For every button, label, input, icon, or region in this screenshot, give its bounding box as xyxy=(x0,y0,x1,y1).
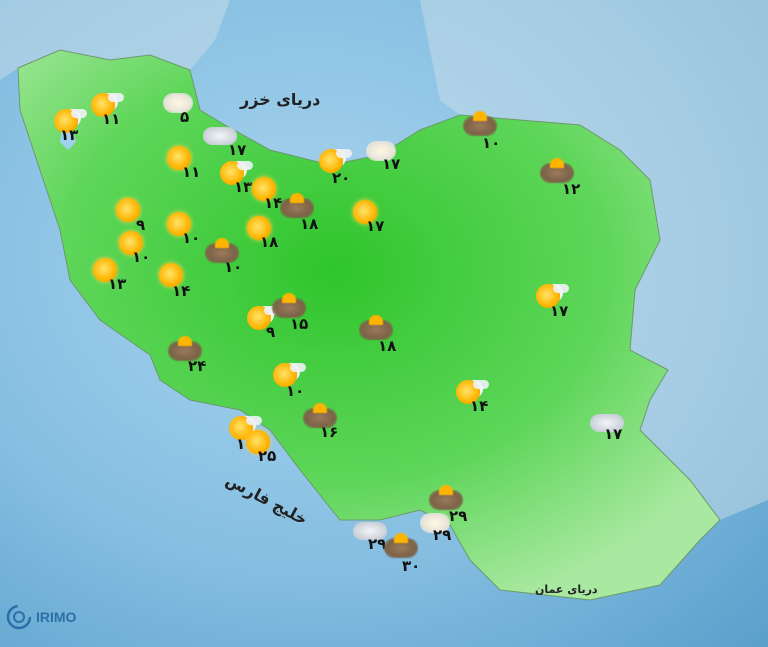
irimo-logo-icon xyxy=(6,604,32,630)
dust-weather-icon xyxy=(540,158,574,183)
sun-weather-icon xyxy=(116,198,140,222)
temperature-label: ۱۰ xyxy=(182,229,201,247)
temperature-label: ۱۰ xyxy=(224,258,243,276)
dust-weather-icon xyxy=(359,315,393,340)
temperature-label: ۱۲ xyxy=(562,180,581,198)
dust-weather-icon xyxy=(280,193,314,218)
sun-cloud-weather-icon xyxy=(220,161,253,185)
temperature-label: ۲۹ xyxy=(368,535,387,553)
temperature-label: ۲۴ xyxy=(188,357,207,375)
temperature-label: ۱۸ xyxy=(300,215,319,233)
temperature-label: ۱۱ xyxy=(182,163,201,181)
dust-weather-icon xyxy=(463,111,497,136)
temperature-label: ۲۵ xyxy=(258,447,277,465)
sun-cloud-weather-icon xyxy=(91,93,124,117)
temperature-label: ۲۹ xyxy=(433,526,452,544)
cloud-weather-icon xyxy=(590,414,624,432)
temperature-label: ۱۴ xyxy=(470,397,489,415)
neighbor-land xyxy=(0,0,230,80)
sun-weather-icon xyxy=(167,146,191,170)
temperature-label: ۱۸ xyxy=(260,233,279,251)
temperature-label: ۱۱ xyxy=(102,110,121,128)
temperature-label: ۱۰ xyxy=(132,248,151,266)
temperature-label: ۱۸ xyxy=(378,337,397,355)
irimo-logo-text: IRIMO xyxy=(36,609,77,625)
dust-weather-icon xyxy=(384,533,418,558)
cloud-weather-icon xyxy=(203,127,237,145)
temperature-label: ۲۹ xyxy=(449,507,468,525)
lake-urmia xyxy=(60,128,76,150)
sun-cloud-weather-icon xyxy=(54,109,87,133)
oman-sea-label: دریای عمان xyxy=(535,583,598,596)
temperature-label: ۱۳ xyxy=(234,178,253,196)
cloud-weather-icon xyxy=(353,522,387,540)
cloud-light-weather-icon xyxy=(163,93,193,113)
sun-weather-icon xyxy=(93,258,117,282)
sun-cloud-weather-icon xyxy=(319,149,352,173)
sun-weather-icon xyxy=(119,231,143,255)
temperature-label: ۱ xyxy=(236,435,246,453)
temperature-label: ۱۳ xyxy=(108,275,127,293)
cloud-light-weather-icon xyxy=(366,141,396,161)
temperature-label: ۱۶ xyxy=(320,423,339,441)
neighbor-land-east xyxy=(420,0,768,520)
temperature-label: ۱۷ xyxy=(382,155,401,173)
dust-weather-icon xyxy=(303,403,337,428)
temperature-label: ۲۰ xyxy=(332,169,351,187)
temperature-label: ۵ xyxy=(180,108,190,126)
sun-weather-icon xyxy=(167,212,191,236)
temperature-label: ۱۷ xyxy=(550,302,569,320)
dust-weather-icon xyxy=(205,238,239,263)
sun-weather-icon xyxy=(246,430,270,454)
sun-weather-icon xyxy=(353,200,377,224)
temperature-label: ۱۷ xyxy=(366,217,385,235)
temperature-label: ۱۷ xyxy=(604,425,623,443)
dust-weather-icon xyxy=(168,336,202,361)
temperature-label: ۱۵ xyxy=(290,315,309,333)
temperature-label: ۱۴ xyxy=(172,282,191,300)
temperature-label: ۱۴ xyxy=(264,194,283,212)
sun-weather-icon xyxy=(252,177,276,201)
temperature-label: ۱۰ xyxy=(286,382,305,400)
temperature-label: ۱۳ xyxy=(60,126,79,144)
sun-weather-icon xyxy=(159,263,183,287)
dust-weather-icon xyxy=(272,293,306,318)
sun-cloud-weather-icon xyxy=(273,363,306,387)
temperature-label: ۱۷ xyxy=(228,141,247,159)
sun-cloud-weather-icon xyxy=(536,284,569,308)
sun-weather-icon xyxy=(247,216,271,240)
temperature-label: ۹ xyxy=(266,323,276,341)
temperature-label: ۹ xyxy=(136,216,146,234)
dust-weather-icon xyxy=(429,485,463,510)
sun-cloud-weather-icon xyxy=(456,380,489,404)
temperature-label: ۱۰ xyxy=(482,134,501,152)
cloud-light-weather-icon xyxy=(420,513,450,533)
irimo-logo: IRIMO xyxy=(6,604,76,630)
temperature-label: ۳۰ xyxy=(402,557,421,575)
caspian-sea-label: دریای خزر xyxy=(240,90,321,109)
